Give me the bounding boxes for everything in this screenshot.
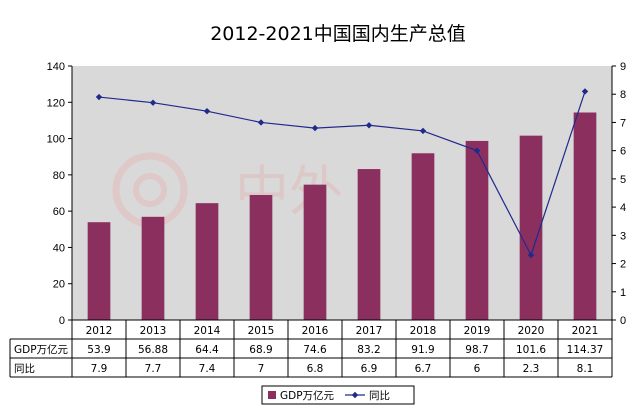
yoy-point-2016 [311,124,319,132]
table-value: 98.7 [465,344,488,356]
category-label: 2018 [410,325,437,337]
chart-title: 2012-2021中国国内生产总值 [210,23,466,45]
table-value: 114.37 [567,344,604,356]
yoy-point-2020 [527,251,535,259]
yoy-point-2015 [257,119,265,126]
table-value: 101.6 [516,344,546,356]
bar-2015 [249,194,273,320]
left-tick-label: 60 [53,206,65,218]
left-tick-label: 140 [47,61,65,73]
yoy-point-2017 [365,122,373,129]
yoy-line [98,91,586,257]
bar-2021 [573,112,597,320]
yoy-point-2018 [419,127,427,135]
right-tick-label: 4 [620,202,626,214]
table-value: 7.9 [91,363,108,375]
right-tick-label: 2 [620,259,626,271]
legend-box [261,385,415,405]
left-y-axis: 0 20 40 60 80 100 120 140 [47,61,73,327]
right-y-axis: 0 1 2 3 4 5 6 7 8 9 [611,61,626,327]
right-tick-label: 8 [620,89,626,101]
left-tick-label: 0 [59,315,65,327]
category-label: 2017 [356,325,383,337]
gdp-bars [87,112,597,320]
yoy-point-2019 [473,147,481,154]
right-tick-label: 3 [620,230,626,242]
table-value: 64.4 [195,344,219,356]
legend-bar-label: GDP万亿元 [280,389,335,402]
legend: GDP万亿元 同比 [261,385,415,405]
data-table: 2012 2013 2014 2015 2016 2017 2018 2019 2020 2021… [9,319,613,378]
category-label: 2015 [248,325,275,337]
table-value: 6.9 [361,363,378,375]
right-tick-label: 5 [620,174,626,186]
table-value: 7.7 [145,363,162,375]
yoy-point-2021 [581,88,589,95]
category-label: 2012 [86,325,113,337]
table-value: 7.4 [199,363,216,375]
yoy-point-2012 [95,93,103,101]
yoy-point-2013 [149,99,157,106]
bar-2014 [195,203,219,320]
left-tick-label: 80 [53,170,65,182]
category-label: 2013 [140,325,167,337]
table-value: 8.1 [577,363,594,375]
table-value: 53.9 [87,344,110,356]
category-label: 2014 [194,325,221,337]
table-value: 7 [258,363,265,375]
legend-bar-swatch [268,391,276,399]
table-row-header: 同比 [14,362,35,375]
yoy-line-series [95,88,589,259]
table-value: 2.3 [523,363,540,375]
right-tick-label: 6 [620,146,626,158]
table-value: 91.9 [411,344,434,356]
right-tick-label: 9 [620,61,626,73]
left-tick-label: 20 [53,279,65,291]
watermark-logo-inner [133,173,167,207]
left-tick-label: 120 [47,97,65,109]
left-tick-label: 100 [47,134,65,146]
right-tick-label: 0 [620,315,626,327]
bar-2019 [465,140,489,320]
table-row-header: GDP万亿元 [14,343,69,356]
left-tick-label: 40 [53,242,65,254]
table-value: 68.9 [249,344,272,356]
legend-line-label: 同比 [369,389,390,402]
table-value: 56.88 [138,344,168,356]
right-tick-label: 1 [620,287,626,299]
table-value: 6.8 [307,363,324,375]
legend-line-marker [351,391,359,399]
category-label: 2021 [572,325,599,337]
bar-2012 [87,222,111,320]
bar-2018 [411,153,435,320]
bar-2016 [303,184,327,320]
yoy-point-2014 [203,107,211,115]
category-label: 2020 [518,325,545,337]
category-label: 2016 [302,325,329,337]
bar-2020 [519,135,543,320]
table-value: 83.2 [357,344,380,356]
category-label: 2019 [464,325,491,337]
right-tick-label: 7 [620,117,626,129]
bar-2013 [141,216,165,320]
table-value: 6 [474,363,481,375]
table-value: 74.6 [303,344,327,356]
table-value: 6.7 [415,363,432,375]
bar-2017 [357,169,381,320]
